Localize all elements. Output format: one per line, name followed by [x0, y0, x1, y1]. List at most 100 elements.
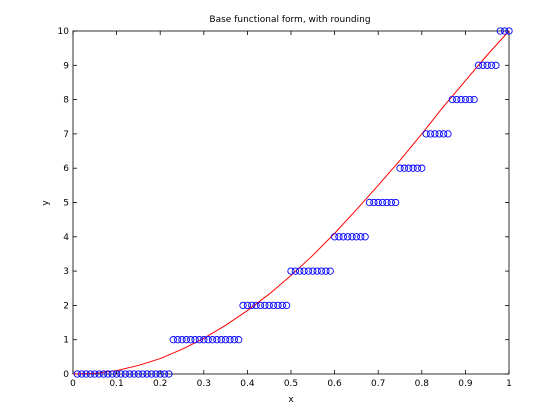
data-point-marker	[479, 61, 487, 69]
data-point-marker	[352, 233, 361, 241]
data-point-marker	[239, 301, 247, 310]
data-point-marker	[444, 130, 452, 138]
data-point-marker	[73, 370, 82, 378]
y-tick-label: 6	[63, 164, 69, 174]
y-tick-label: 10	[58, 27, 70, 37]
data-point-marker	[426, 130, 435, 138]
data-point-marker	[413, 164, 422, 172]
data-point-marker	[243, 301, 252, 310]
data-point-marker	[391, 198, 400, 207]
data-point-marker	[492, 61, 500, 69]
data-point-marker	[213, 336, 221, 344]
data-point-marker	[370, 198, 378, 207]
fit-curve-line	[72, 30, 510, 375]
x-tick-label: 0.5	[284, 379, 298, 389]
data-point-marker	[99, 370, 108, 378]
data-point-marker	[78, 370, 86, 378]
data-point-marker	[156, 370, 164, 378]
data-point-marker	[470, 95, 478, 104]
data-point-marker	[418, 164, 426, 172]
data-point-marker	[461, 95, 470, 104]
chart-title: Base functional form, with rounding	[209, 15, 370, 25]
data-point-marker	[326, 267, 334, 275]
data-point-marker	[422, 130, 430, 138]
data-point-marker	[265, 301, 273, 310]
data-point-marker	[208, 336, 217, 344]
data-point-marker	[400, 164, 409, 172]
data-point-marker	[86, 370, 95, 378]
data-point-marker	[200, 336, 208, 344]
data-point-marker	[378, 198, 387, 207]
data-point-marker	[278, 301, 286, 310]
data-point-marker	[296, 267, 304, 275]
data-point-marker	[248, 301, 256, 310]
x-tick-label: 0.6	[327, 379, 342, 389]
data-point-marker	[505, 27, 513, 35]
data-point-marker	[182, 336, 191, 344]
data-point-marker	[448, 95, 456, 104]
data-point-marker	[348, 233, 356, 241]
y-tick-label: 8	[63, 96, 69, 106]
data-point-marker	[165, 370, 173, 378]
data-point-marker	[496, 27, 504, 35]
x-axis-label: x	[288, 395, 294, 405]
data-point-marker	[330, 233, 339, 241]
data-point-marker	[221, 336, 230, 344]
data-point-marker	[230, 336, 238, 344]
data-point-marker	[383, 198, 391, 207]
data-point-marker	[317, 267, 326, 275]
data-point-marker	[474, 61, 483, 69]
data-point-marker	[304, 267, 313, 275]
data-point-marker	[130, 370, 138, 378]
data-point-marker	[487, 61, 496, 69]
y-tick-label: 9	[63, 61, 69, 71]
y-tick-label: 1	[63, 336, 69, 346]
data-point-marker	[339, 233, 347, 241]
data-point-marker	[274, 301, 282, 310]
data-point-marker	[291, 267, 300, 275]
y-tick-label: 5	[63, 199, 69, 209]
data-point-marker	[374, 198, 382, 207]
data-point-marker	[466, 95, 474, 104]
data-point-marker	[435, 130, 443, 138]
data-point-marker	[91, 370, 99, 378]
data-point-marker	[387, 198, 395, 207]
data-point-marker	[134, 370, 143, 378]
x-tick-label: 0.8	[415, 379, 430, 389]
data-point-marker	[235, 336, 243, 344]
y-tick-label: 0	[63, 370, 69, 380]
tick-group: 0 0.1 0.2 0.3 0.4 0.5 0.6 0.7 0.8 0.9 101234567891…	[58, 27, 512, 389]
data-point-marker	[269, 301, 278, 310]
x-tick-label: 0.7	[371, 379, 385, 389]
x-tick-label: 0.1	[109, 379, 123, 389]
x-tick-label: 0.3	[197, 379, 211, 389]
data-point-marker	[457, 95, 465, 104]
data-point-marker	[169, 336, 177, 344]
data-point-marker	[282, 301, 291, 310]
data-point-marker	[453, 95, 461, 104]
data-point-marker	[256, 301, 265, 310]
data-point-marker	[439, 130, 448, 138]
x-tick-label: 0.9	[458, 379, 473, 389]
data-point-marker	[300, 267, 308, 275]
data-point-marker	[204, 336, 212, 344]
data-point-marker	[287, 267, 295, 275]
data-point-marker	[405, 164, 413, 172]
data-point-marker	[335, 233, 343, 241]
data-point-marker	[139, 370, 147, 378]
data-point-marker	[178, 336, 186, 344]
data-point-marker	[126, 370, 134, 378]
x-tick-label: 1	[506, 379, 512, 389]
data-point-marker	[152, 370, 160, 378]
x-tick-label: 0	[70, 379, 76, 389]
plot-area	[72, 30, 510, 375]
x-tick-label: 0.4	[240, 379, 255, 389]
marker-layer	[73, 27, 513, 378]
data-point-marker	[483, 61, 491, 69]
data-point-marker	[396, 164, 404, 172]
data-point-marker	[195, 336, 204, 344]
data-point-marker	[252, 301, 260, 310]
data-point-marker	[322, 267, 330, 275]
data-point-marker	[117, 370, 125, 378]
data-point-marker	[431, 130, 439, 138]
